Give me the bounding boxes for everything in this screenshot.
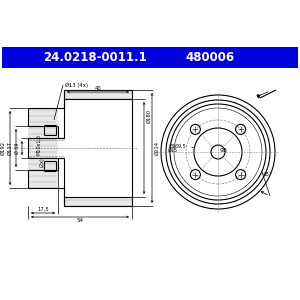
Text: Ø13 (4x): Ø13 (4x) bbox=[65, 82, 88, 88]
Text: Ø15: Ø15 bbox=[168, 148, 178, 152]
Text: Ø180: Ø180 bbox=[146, 108, 152, 123]
Text: 45°: 45° bbox=[263, 172, 273, 176]
Bar bbox=[2, 47, 298, 68]
Text: 40: 40 bbox=[94, 85, 101, 91]
Bar bbox=[64, 197, 132, 206]
Text: Ø137: Ø137 bbox=[8, 141, 13, 155]
Text: M10x1,5: M10x1,5 bbox=[36, 134, 41, 154]
Text: 480006: 480006 bbox=[185, 51, 235, 64]
Text: 54: 54 bbox=[76, 218, 83, 224]
Text: 17,5: 17,5 bbox=[37, 206, 49, 211]
Text: Ø192: Ø192 bbox=[1, 141, 5, 155]
Text: Ø169,5: Ø169,5 bbox=[168, 143, 186, 148]
Bar bbox=[64, 90, 132, 99]
Text: (2x): (2x) bbox=[40, 157, 45, 167]
Text: Ø214: Ø214 bbox=[154, 141, 160, 155]
Text: Ø 59: Ø 59 bbox=[14, 142, 20, 154]
Text: 24.0218-0011.1: 24.0218-0011.1 bbox=[43, 51, 147, 64]
Text: 98: 98 bbox=[220, 148, 228, 152]
Bar bbox=[28, 108, 58, 188]
